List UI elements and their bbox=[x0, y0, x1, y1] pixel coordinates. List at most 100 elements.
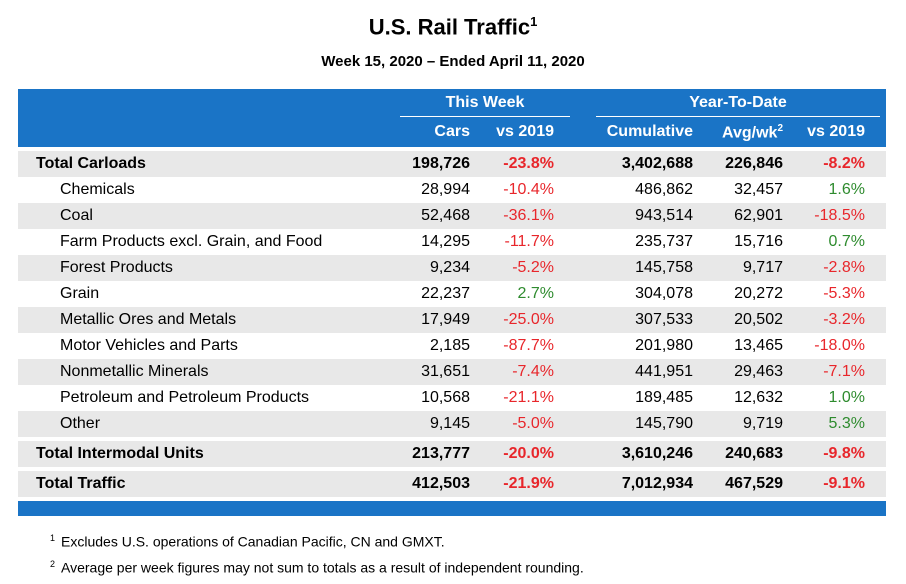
cell-cumulative: 486,862 bbox=[635, 181, 693, 198]
cell-ytd-vs-2019: 0.7% bbox=[828, 233, 865, 250]
cell-cumulative: 3,610,246 bbox=[621, 445, 693, 462]
row-label: Coal bbox=[60, 207, 93, 224]
cell-cars: 52,468 bbox=[421, 207, 470, 224]
cell-cars: 9,145 bbox=[429, 415, 470, 432]
cell-cumulative: 189,485 bbox=[635, 389, 693, 406]
total-row: Total Carloads 198,726 -23.8% 3,402,688 226,… bbox=[18, 151, 886, 177]
cell-ytd-vs-2019: 1.6% bbox=[828, 181, 865, 198]
cell-ytd-vs-2019: -5.3% bbox=[823, 285, 865, 302]
row-label: Forest Products bbox=[60, 259, 173, 276]
cell-ytd-vs-2019: -3.2% bbox=[823, 311, 865, 328]
table-header: This Week Year-To-Date Cars vs 2019 Cumu… bbox=[18, 89, 886, 147]
row-separator bbox=[18, 147, 886, 151]
cell-avg-wk: 29,463 bbox=[734, 363, 783, 380]
table-row: Nonmetallic Minerals 31,651 -7.4% 441,951 29… bbox=[18, 359, 886, 385]
cell-ytd-vs-2019: -9.8% bbox=[823, 445, 865, 462]
cell-cumulative: 441,951 bbox=[635, 363, 693, 380]
group-underline-ytd bbox=[596, 116, 880, 117]
cell-cars: 213,777 bbox=[412, 445, 470, 462]
table-row: Chemicals 28,994 -10.4% 486,862 32,457 1.6% bbox=[18, 177, 886, 203]
cell-week-vs-2019: -25.0% bbox=[503, 311, 554, 328]
total-row: Total Intermodal Units 213,777 -20.0% 3,610… bbox=[18, 441, 886, 467]
cell-avg-wk: 240,683 bbox=[725, 445, 783, 462]
cell-avg-wk: 32,457 bbox=[734, 181, 783, 198]
cell-avg-wk: 62,901 bbox=[734, 207, 783, 224]
cell-avg-wk: 9,717 bbox=[742, 259, 783, 276]
cell-week-vs-2019: 2.7% bbox=[517, 285, 554, 302]
row-label: Petroleum and Petroleum Products bbox=[60, 389, 310, 406]
cell-cars: 198,726 bbox=[412, 155, 470, 172]
cell-ytd-vs-2019: -18.5% bbox=[814, 207, 865, 224]
cell-cumulative: 307,533 bbox=[635, 311, 693, 328]
chart-title: U.S. Rail Traffic1 bbox=[368, 14, 538, 40]
cell-avg-wk: 20,272 bbox=[734, 285, 783, 302]
table-row: Petroleum and Petroleum Products 10,568 -2… bbox=[18, 385, 886, 411]
group-header-this-week: This Week bbox=[445, 94, 525, 111]
cell-cars: 14,295 bbox=[421, 233, 470, 250]
cell-avg-wk: 226,846 bbox=[725, 155, 783, 172]
table-row: Farm Products excl. Grain, and Food 14,29… bbox=[18, 229, 886, 255]
row-separator bbox=[18, 437, 886, 441]
row-label: Grain bbox=[60, 285, 100, 302]
cell-cumulative: 201,980 bbox=[635, 337, 693, 354]
table-row: Coal 52,468 -36.1% 943,514 62,901 -18.5% bbox=[18, 203, 886, 229]
cell-cars: 22,237 bbox=[421, 285, 470, 302]
cell-avg-wk: 20,502 bbox=[734, 311, 783, 328]
table-body: Total Carloads 198,726 -23.8% 3,402,688 226,… bbox=[18, 147, 886, 497]
cell-ytd-vs-2019: -8.2% bbox=[823, 155, 865, 172]
cell-week-vs-2019: -5.2% bbox=[512, 259, 554, 276]
table-bottom-bar bbox=[18, 501, 886, 516]
col-header-avg-wk: Avg/wk2 bbox=[722, 123, 783, 142]
cell-week-vs-2019: -23.8% bbox=[503, 155, 554, 172]
table-row: Metallic Ores and Metals 17,949 -25.0% 307,… bbox=[18, 307, 886, 333]
cell-cars: 412,503 bbox=[412, 475, 470, 492]
total-row: Total Traffic 412,503 -21.9% 7,012,934 467,5… bbox=[18, 471, 886, 497]
cell-week-vs-2019: -10.4% bbox=[503, 181, 554, 198]
cell-cumulative: 3,402,688 bbox=[621, 155, 693, 172]
group-underline-this-week bbox=[400, 116, 570, 117]
table-row: Motor Vehicles and Parts 2,185 -87.7% 201,9… bbox=[18, 333, 886, 359]
cell-cumulative: 235,737 bbox=[635, 233, 693, 250]
cell-week-vs-2019: -21.1% bbox=[503, 389, 554, 406]
cell-cumulative: 145,790 bbox=[635, 415, 693, 432]
table-row: Grain 22,237 2.7% 304,078 20,272 -5.3% bbox=[18, 281, 886, 307]
cell-cumulative: 943,514 bbox=[635, 207, 693, 224]
cell-cars: 9,234 bbox=[429, 259, 470, 276]
cell-week-vs-2019: -7.4% bbox=[512, 363, 554, 380]
chart-subtitle: Week 15, 2020 – Ended April 11, 2020 bbox=[321, 53, 585, 70]
cell-week-vs-2019: -87.7% bbox=[503, 337, 554, 354]
table-row: Other 9,145 -5.0% 145,790 9,719 5.3% bbox=[18, 411, 886, 437]
cell-week-vs-2019: -11.7% bbox=[504, 233, 554, 250]
col-header-cars: Cars bbox=[434, 123, 470, 140]
cell-cars: 31,651 bbox=[421, 363, 470, 380]
cell-avg-wk: 12,632 bbox=[734, 389, 783, 406]
cell-cars: 28,994 bbox=[421, 181, 470, 198]
row-label: Total Carloads bbox=[36, 155, 146, 172]
cell-ytd-vs-2019: 1.0% bbox=[828, 389, 865, 406]
cell-avg-wk: 467,529 bbox=[725, 475, 783, 492]
cell-avg-wk: 9,719 bbox=[742, 415, 783, 432]
table-row: Forest Products 9,234 -5.2% 145,758 9,717 -2.… bbox=[18, 255, 886, 281]
rail-traffic-table: This Week Year-To-Date Cars vs 2019 Cumu… bbox=[18, 89, 886, 516]
row-label: Metallic Ores and Metals bbox=[60, 311, 237, 328]
row-label: Nonmetallic Minerals bbox=[60, 363, 209, 380]
avg-footnote-mark: 2 bbox=[777, 123, 783, 134]
cell-cars: 2,185 bbox=[429, 337, 470, 354]
cell-cars: 10,568 bbox=[421, 389, 470, 406]
cell-avg-wk: 13,465 bbox=[734, 337, 783, 354]
cell-ytd-vs-2019: 5.3% bbox=[828, 415, 865, 432]
row-label: Total Intermodal Units bbox=[36, 445, 204, 462]
cell-avg-wk: 15,716 bbox=[734, 233, 783, 250]
row-label: Farm Products excl. Grain, and Food bbox=[60, 233, 323, 250]
footnote-1: 1 Excludes U.S. operations of Canadian Pa… bbox=[50, 533, 445, 550]
row-separator bbox=[18, 467, 886, 471]
row-label: Motor Vehicles and Parts bbox=[60, 337, 238, 354]
row-label: Total Traffic bbox=[36, 475, 126, 492]
footnote-2: 2 Average per week figures may not sum to… bbox=[50, 558, 584, 576]
cell-ytd-vs-2019: -7.1% bbox=[823, 363, 865, 380]
col-header-week-vs-2019: vs 2019 bbox=[496, 123, 554, 140]
cell-ytd-vs-2019: -2.8% bbox=[823, 259, 865, 276]
cell-cumulative: 145,758 bbox=[635, 259, 693, 276]
cell-cars: 17,949 bbox=[421, 311, 470, 328]
title-footnote-mark: 1 bbox=[530, 14, 538, 29]
